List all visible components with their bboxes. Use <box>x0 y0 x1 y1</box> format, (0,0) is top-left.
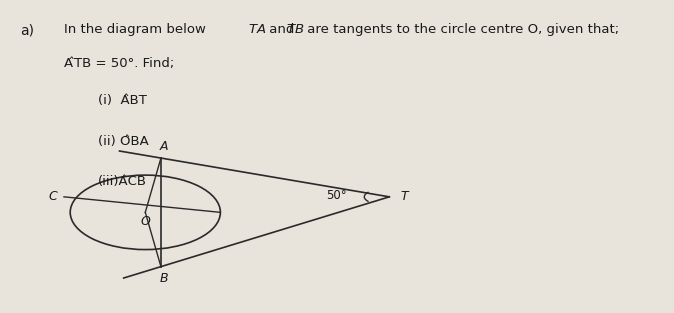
Text: 50°: 50° <box>326 189 346 202</box>
Text: a): a) <box>20 23 34 37</box>
Text: B: B <box>160 272 168 285</box>
Text: (ii) ÔBA: (ii) ÔBA <box>98 135 149 148</box>
Text: are tangents to the circle centre O, given that;: are tangents to the circle centre O, giv… <box>303 23 619 36</box>
Text: ̂TB = 50°. Find;: ̂TB = 50°. Find; <box>75 57 175 70</box>
Text: T: T <box>400 190 408 203</box>
Text: O: O <box>141 215 151 228</box>
Text: In the diagram below: In the diagram below <box>64 23 210 36</box>
Text: and: and <box>266 23 299 36</box>
Text: (iii)ÂCB: (iii)ÂCB <box>98 175 148 188</box>
Text: A: A <box>64 57 73 70</box>
Text: (i)  ÂBT: (i) ÂBT <box>98 95 147 107</box>
Text: A: A <box>160 141 168 153</box>
Text: B: B <box>295 23 303 36</box>
Text: T: T <box>286 23 294 36</box>
Text: C: C <box>49 190 58 203</box>
Text: A: A <box>257 23 266 36</box>
Text: T: T <box>249 23 257 36</box>
